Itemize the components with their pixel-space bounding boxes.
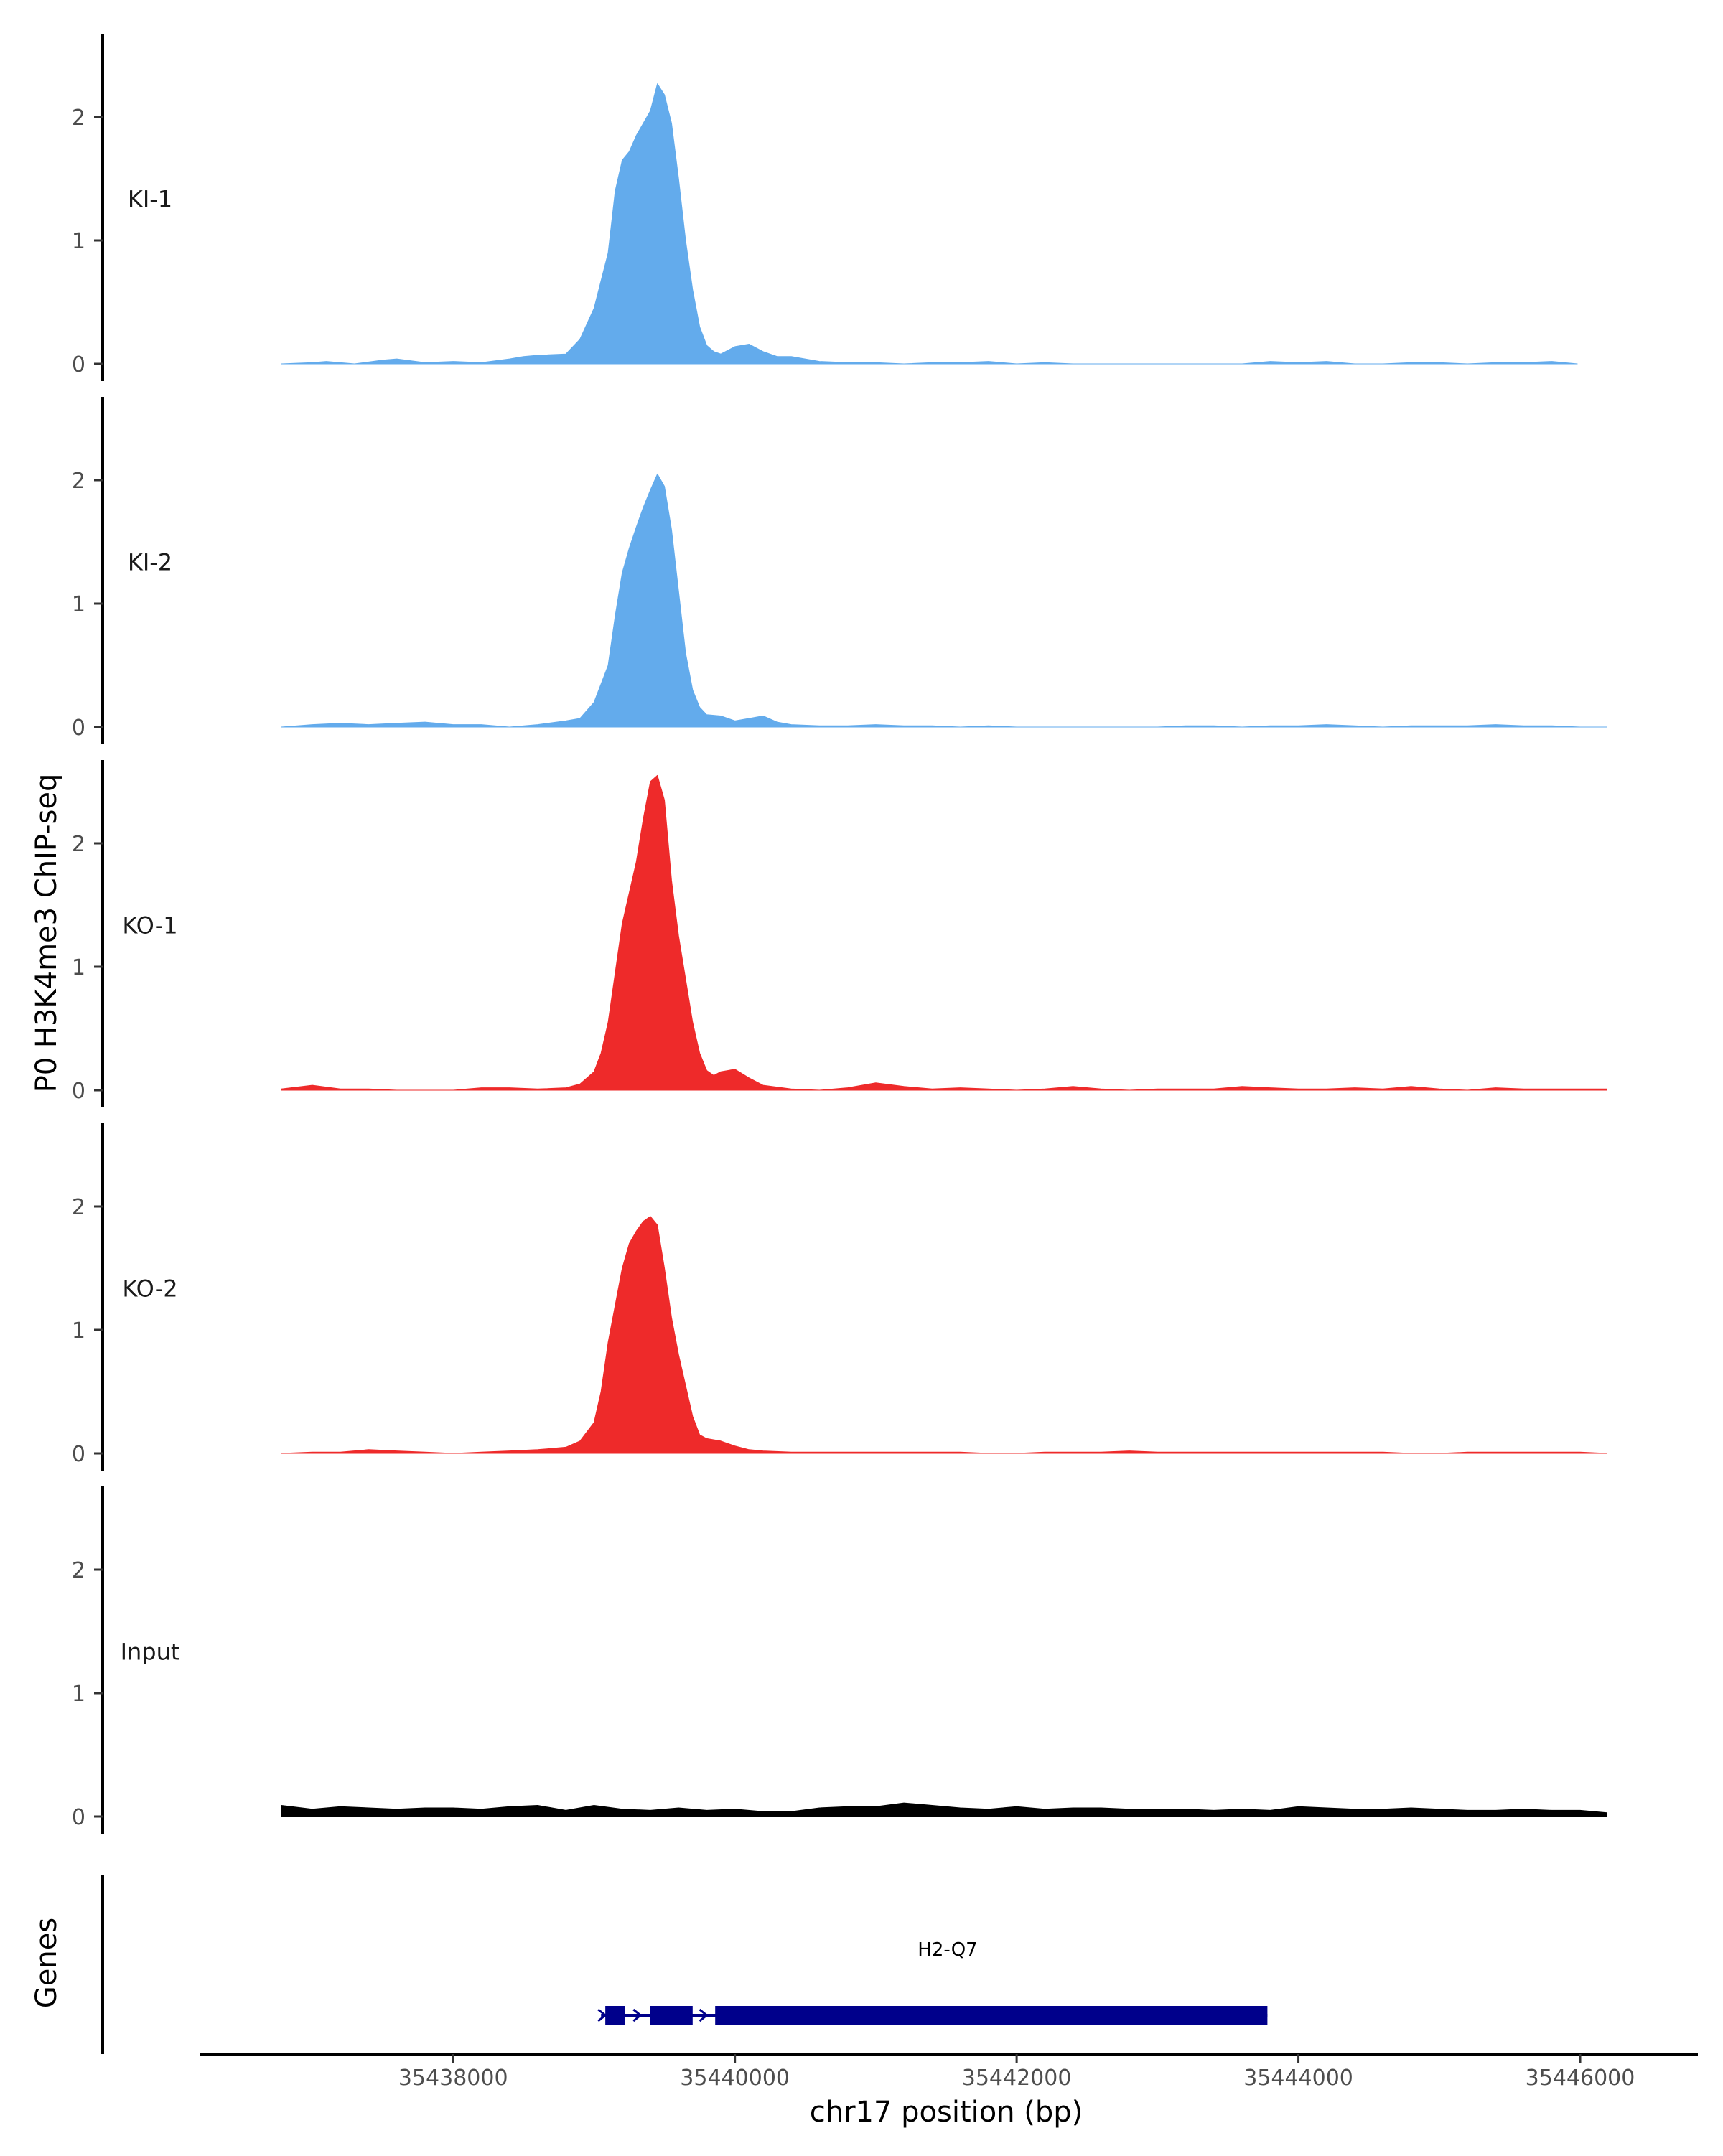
x-tick-label: 35444000 — [1243, 2066, 1353, 2091]
genes-layer: H2-Q7 — [101, 1875, 1268, 2054]
track-input: 0 1 2 Input — [72, 1486, 1607, 1834]
x-tick-label: 35442000 — [962, 2066, 1072, 2091]
x-tick-label: 35446000 — [1526, 2066, 1635, 2091]
track-ki-2: 0 1 2 KI-2 — [72, 397, 1607, 744]
track-ki-1: 0 1 2 KI-1 — [72, 34, 1578, 381]
y-tick-label: 2 — [72, 469, 85, 494]
y-tick-label: 2 — [72, 106, 85, 131]
gene-strand-arrow — [699, 2008, 709, 2023]
y-tick-label: 2 — [72, 1558, 85, 1583]
gene-exon — [605, 2006, 625, 2025]
track-label-ki-2: KI-2 — [128, 549, 172, 576]
y-tick-label: 2 — [72, 832, 85, 857]
y-tick-label: 0 — [72, 352, 85, 378]
x-axis-label: chr17 position (bp) — [810, 2096, 1083, 2129]
y-tick-label: 0 — [72, 1805, 85, 1830]
y-tick-label: 1 — [72, 955, 85, 980]
tracks-layer: 0 1 2 KI-1 0 1 2 KI-2 0 1 2 KO-1 0 1 2 KO-2 0 1 2 Input — [72, 34, 1607, 1834]
y-tick-label: 0 — [72, 716, 85, 741]
track-label-ko-2: KO-2 — [122, 1275, 177, 1303]
gene-exon — [715, 2006, 1268, 2025]
x-axis: 35438000 35440000 35442000 35444000 35446000 — [200, 2053, 1698, 2091]
signal-area-ki-2 — [281, 473, 1607, 728]
x-tick-label: 35440000 — [680, 2066, 790, 2091]
track-ko-1: 0 1 2 KO-1 — [72, 760, 1607, 1107]
genes-track-label: Genes — [30, 1918, 63, 2008]
gene-exon — [650, 2006, 693, 2025]
y-tick-label: 1 — [72, 1318, 85, 1344]
y-tick-label: 2 — [72, 1195, 85, 1220]
y-tick-label: 1 — [72, 1682, 85, 1707]
gene-strand-arrow — [632, 2008, 643, 2023]
gene-name-label: H2-Q7 — [917, 1939, 977, 1961]
signal-area-ko-2 — [281, 1216, 1607, 1454]
signal-area-input — [281, 1802, 1607, 1817]
gene-strand-arrow — [597, 2008, 607, 2023]
track-label-input: Input — [121, 1639, 180, 1666]
y-axis-label: P0 H3K4me3 ChIP-seq — [30, 774, 63, 1093]
signal-area-ko-1 — [281, 774, 1607, 1091]
track-ko-2: 0 1 2 KO-2 — [72, 1123, 1607, 1471]
x-tick-label: 35438000 — [398, 2066, 508, 2091]
gene-h2-q7: H2-Q7 — [597, 1939, 1268, 2025]
y-tick-label: 0 — [72, 1442, 85, 1467]
track-label-ki-1: KI-1 — [128, 186, 172, 213]
y-tick-label: 1 — [72, 229, 85, 254]
y-tick-label: 0 — [72, 1079, 85, 1104]
y-tick-label: 1 — [72, 592, 85, 617]
track-label-ko-1: KO-1 — [122, 912, 177, 939]
signal-area-ki-1 — [281, 83, 1578, 365]
